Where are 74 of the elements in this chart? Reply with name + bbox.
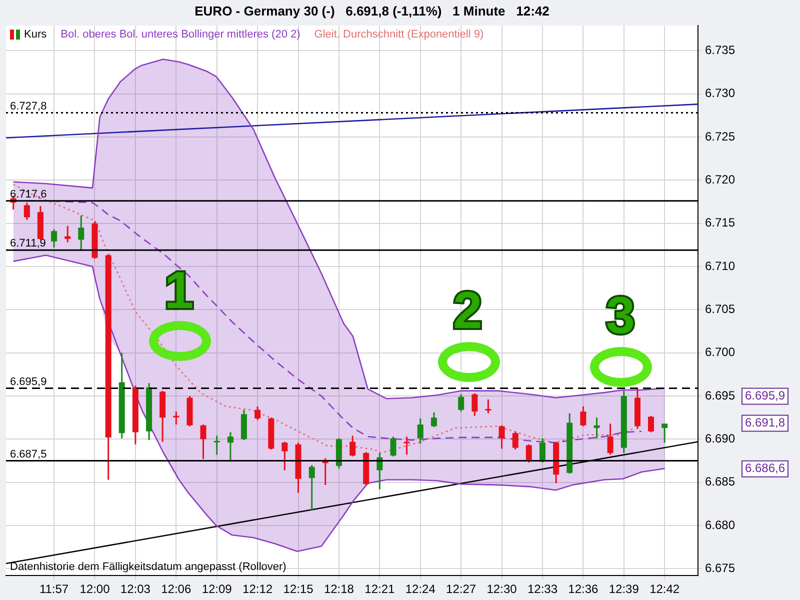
- candlestick: [472, 392, 478, 417]
- candlestick: [350, 434, 356, 458]
- x-tick-label: 12:15: [283, 582, 314, 596]
- candlestick: [214, 434, 220, 456]
- x-tick-label: 12:18: [324, 582, 354, 596]
- legend-label: Kurs: [24, 28, 48, 41]
- candlestick: [390, 436, 396, 458]
- annotation: 1: [164, 262, 194, 320]
- candlestick: [580, 406, 586, 427]
- x-tick-label: 12:09: [202, 582, 232, 596]
- candlestick: [173, 410, 180, 426]
- candlestick: [539, 438, 546, 464]
- ref-line-label: 6.727,8: [10, 100, 47, 112]
- candlestick: [498, 424, 505, 450]
- x-tick-label: 12:24: [405, 582, 436, 596]
- ref-line-label: 6.717,6: [10, 188, 47, 200]
- candlestick: [512, 430, 518, 450]
- candlestick: [200, 424, 206, 460]
- candlestick: [51, 228, 58, 248]
- text: Bol. oberes Bol. unteres Bollinger mittleres (20 2): [60, 28, 300, 41]
- chart-title: EURO - Germany 30 (-) 6.691,8 (-1,11%) 1 Minute 12:42: [194, 3, 550, 18]
- ref-line-label: 6.687,5: [10, 448, 47, 460]
- candlestick: [282, 441, 288, 472]
- x-tick-label: 12:06: [161, 582, 192, 596]
- candlestick: [322, 457, 328, 486]
- candlestick: [594, 416, 600, 440]
- candlestick: [24, 202, 30, 221]
- y-tick-label: 6.725: [704, 129, 736, 144]
- candlestick: [485, 398, 492, 414]
- candlestick: [430, 412, 437, 428]
- text: Gleit. Durchschnitt (Exponentiell 9): [314, 28, 484, 41]
- x-tick-label: 12:00: [80, 582, 110, 596]
- annotation: 2: [453, 282, 482, 340]
- x-tick-label: 12:27: [446, 582, 476, 596]
- x-tick-label: 12:33: [527, 582, 558, 596]
- x-tick-label: 12:03: [120, 582, 151, 596]
- y-tick-label: 6.730: [704, 86, 736, 100]
- text: 6.686,6: [744, 461, 786, 476]
- candlestick: [526, 444, 532, 464]
- candlestick: [64, 225, 71, 244]
- candlestick: [308, 464, 315, 511]
- x-tick-label: 12:21: [364, 582, 396, 596]
- annotation: Datenhistorie dem Fälligkeitsdatum angepasst (Rollover): [10, 561, 286, 574]
- ref-line-label: 6.695,9: [10, 376, 47, 388]
- annotation: 3: [606, 287, 635, 346]
- y-tick-label: 6.695: [704, 388, 736, 402]
- candlestick: [78, 214, 84, 251]
- y-tick-label: 6.675: [704, 561, 736, 576]
- candlestick: [607, 422, 614, 456]
- y-tick-label: 6.705: [704, 302, 736, 316]
- candlestick: [417, 418, 424, 444]
- y-tick-label: 6.735: [704, 42, 736, 57]
- candlestick: [254, 406, 261, 421]
- candlestick: [404, 436, 410, 456]
- x-tick-label: 12:42: [650, 582, 680, 596]
- candlestick: [458, 394, 464, 412]
- y-tick-label: 6.720: [704, 172, 736, 186]
- y-tick-label: 6.700: [704, 345, 736, 360]
- y-tick-label: 6.685: [704, 474, 736, 489]
- text: 6.695,9: [744, 388, 786, 403]
- y-tick-label: 6.710: [704, 258, 736, 273]
- x-tick-label: 12:30: [486, 582, 518, 596]
- x-tick-label: 11:57: [39, 582, 69, 596]
- x-tick-label: 12:12: [242, 582, 273, 596]
- candlestick: [662, 422, 668, 444]
- candlestick: [227, 432, 234, 462]
- text: 6.691,8: [744, 416, 786, 430]
- y-tick-label: 6.690: [704, 431, 736, 446]
- y-tick-label: 6.680: [704, 518, 736, 532]
- candlestick: [648, 415, 654, 434]
- x-tick-label: 12:39: [608, 582, 640, 596]
- ref-line-label: 6.711,9: [10, 238, 46, 250]
- x-tick-label: 12:36: [568, 582, 599, 596]
- y-tick-label: 6.715: [704, 216, 736, 230]
